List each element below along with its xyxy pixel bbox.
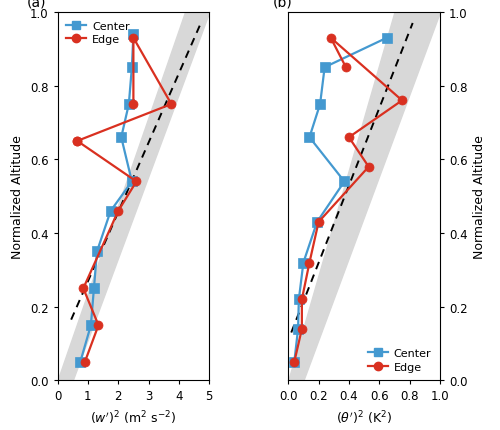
Y-axis label: Normalized Altitude: Normalized Altitude xyxy=(473,135,486,258)
X-axis label: $(\theta')^2$ (K$^2$): $(\theta')^2$ (K$^2$) xyxy=(336,408,392,426)
X-axis label: $(w')^2$ (m$^2$ s$^{-2}$): $(w')^2$ (m$^2$ s$^{-2}$) xyxy=(90,408,176,426)
Text: (b): (b) xyxy=(273,0,293,9)
Legend: Center, Edge: Center, Edge xyxy=(63,18,133,48)
Y-axis label: Normalized Altitude: Normalized Altitude xyxy=(12,135,24,258)
Text: (a): (a) xyxy=(27,0,46,9)
Legend: Center, Edge: Center, Edge xyxy=(364,345,434,375)
